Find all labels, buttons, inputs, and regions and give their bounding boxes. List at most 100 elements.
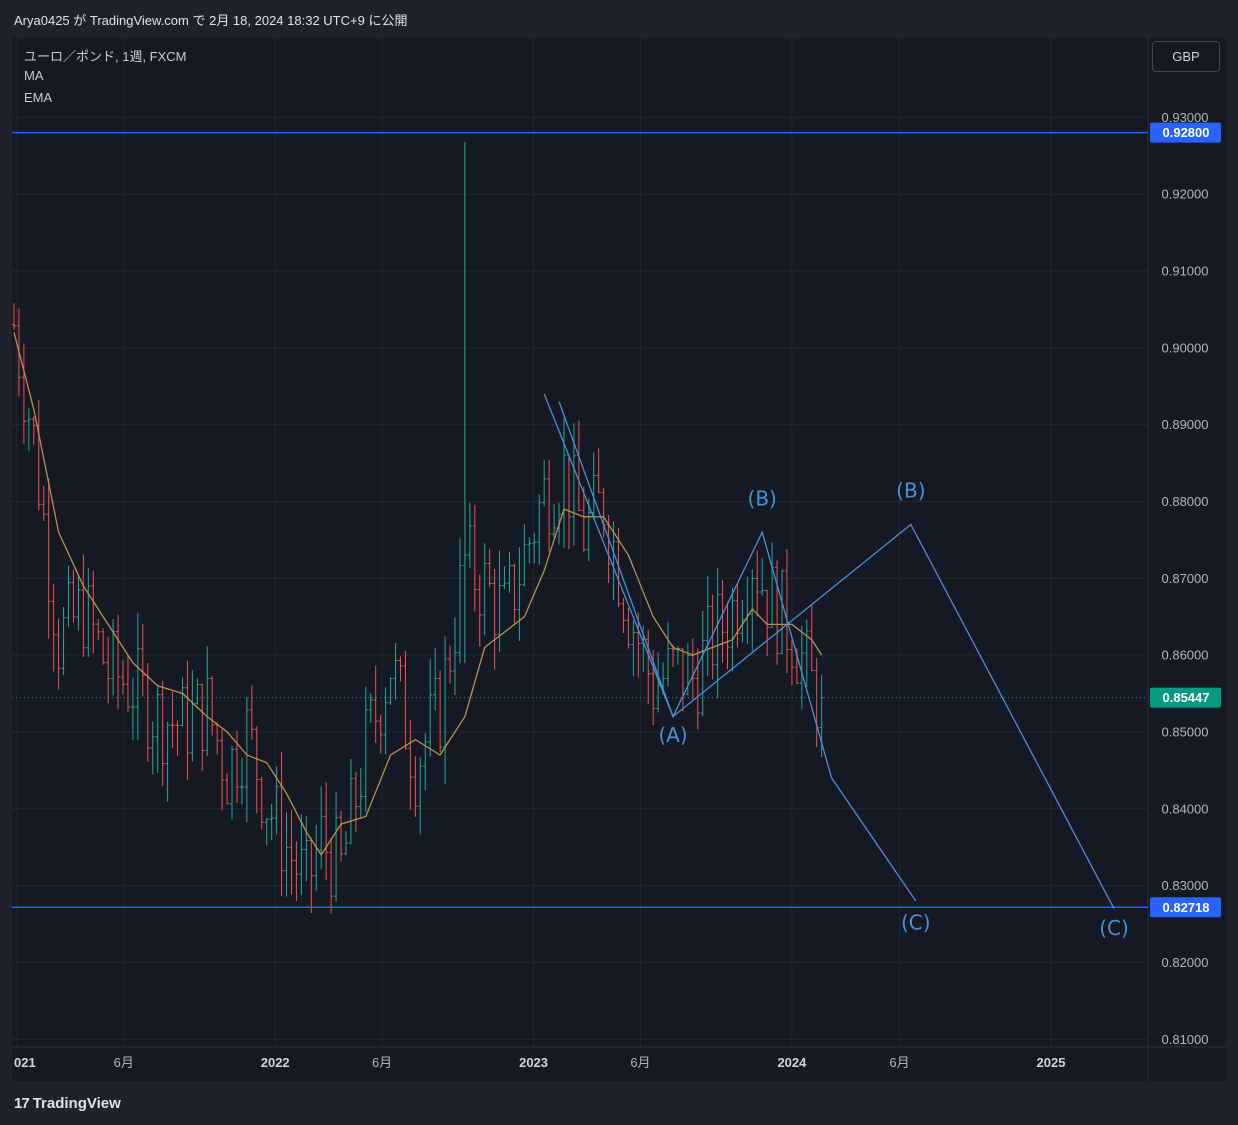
publish-caption: Arya0425 が TradingView.com で 2月 18, 2024… [14,13,408,28]
ohlc-bar [36,399,41,511]
currency-button[interactable]: GBP [1152,41,1220,72]
ohlc-bar [403,650,408,750]
ohlc-bar [121,660,126,695]
ohlc-bar [21,343,26,444]
ohlc-bar [314,824,319,891]
wave-label: (C) [1099,916,1129,940]
ohlc-bar [205,646,210,757]
price-label-box [1150,122,1221,143]
ohlc-bar [621,598,626,633]
ohlc-bar [101,628,106,665]
ohlc-bar [339,810,344,862]
ohlc-bar [814,658,819,748]
wave-label: (A) [658,723,687,747]
ohlc-bar [760,558,765,596]
ohlc-bar [809,603,814,672]
y-tick-label: 0.90000 [1162,340,1209,355]
ma-legend[interactable]: MA [24,68,44,83]
ohlc-bar [368,693,373,723]
y-tick-label: 0.82000 [1162,955,1209,970]
tradingview-logo-icon: 17 [14,1094,30,1112]
grid-lines [12,38,1148,1047]
x-tick-label: 6月 [889,1055,909,1070]
ohlc-bar [755,550,760,617]
ohlc-bar [710,594,715,680]
current-price-label: 0.85447 [1163,690,1210,705]
ohlc-bar [561,418,566,549]
y-tick-label: 0.87000 [1162,571,1209,586]
ohlc-bar [140,624,145,697]
ohlc-bar [720,579,725,663]
ohlc-bar [656,652,661,713]
ohlc-bar [636,612,641,678]
ohlc-bar [462,141,467,663]
ohlc-bar [576,420,581,512]
ohlc-bar [289,810,294,895]
ohlc-bar [353,771,358,832]
ohlc-bar [517,547,522,641]
ohlc-bar [448,645,453,684]
ohlc-bar [626,607,631,649]
ohlc-bar [428,658,433,757]
ohlc-bar [76,576,81,631]
ohlc-bar [730,587,735,672]
ohlc-bar [492,568,497,670]
ohlc-bar [71,569,76,623]
ohlc-bar [334,792,339,903]
y-tick-label: 0.88000 [1162,494,1209,509]
ohlc-bar [254,726,259,814]
ohlc-bar [185,660,190,780]
ohlc-bar [309,837,314,914]
ohlc-bar [467,502,472,568]
ohlc-bar [423,733,428,791]
ohlc-bar [482,543,487,636]
y-tick-label: 0.81000 [1162,1032,1209,1047]
y-tick-label: 0.92000 [1162,187,1209,202]
ohlc-bar [799,625,804,710]
ohlc-bar [130,677,135,741]
x-tick-label: 6月 [114,1055,134,1070]
ohlc-bar [299,814,304,896]
ohlc-bar [393,642,398,700]
wave-label: (B) [896,479,925,503]
ohlc-bar [457,538,462,664]
ohlc-bar [705,575,710,677]
ohlc-bar [472,504,477,612]
ohlc-bar [195,678,200,705]
ohlc-bar [91,570,96,654]
ohlc-bar [358,768,363,819]
level-price-label: 0.92800 [1163,125,1210,140]
publish-caption-bar: Arya0425 が TradingView.com で 2月 18, 2024… [0,0,1238,38]
ohlc-bar [304,816,309,882]
ohlc-bar [780,570,785,655]
ma-line [13,332,823,857]
wave-line [558,401,1115,909]
level-price-label: 0.82718 [1163,900,1210,915]
ohlc-bar [522,523,527,587]
x-tick-label: 6月 [372,1055,392,1070]
x-tick-label: 2023 [519,1055,548,1070]
ohlc-bar [452,617,457,695]
ohlc-bar [413,756,418,817]
ohlc-bar [443,636,448,785]
ohlc-bar [646,629,651,704]
ohlc-bars [12,141,824,915]
ohlc-bar [566,454,571,550]
ohlc-bar [532,532,537,564]
ohlc-bar [41,485,46,522]
ohlc-bar [765,589,770,657]
ohlc-bar [745,576,750,644]
symbol-legend[interactable]: ユーロ／ポンド, 1週, FXCM [24,49,187,64]
price-chart[interactable]: 0.93000 0.92000 0.91000 0.90000 0.89000 0.880… [0,38,1238,1081]
ohlc-bar [552,504,557,538]
ohlc-bar [690,638,695,700]
ohlc-bar [784,549,789,674]
tradingview-logo[interactable]: 17 TradingView [14,1093,121,1113]
ohlc-bar [388,677,393,706]
y-tick-label: 0.89000 [1162,417,1209,432]
ema-legend[interactable]: EMA [24,90,53,105]
ohlc-bar [507,552,512,593]
ohlc-bar [631,620,636,677]
ohlc-bar [512,563,517,624]
y-tick-label: 0.91000 [1162,263,1209,278]
